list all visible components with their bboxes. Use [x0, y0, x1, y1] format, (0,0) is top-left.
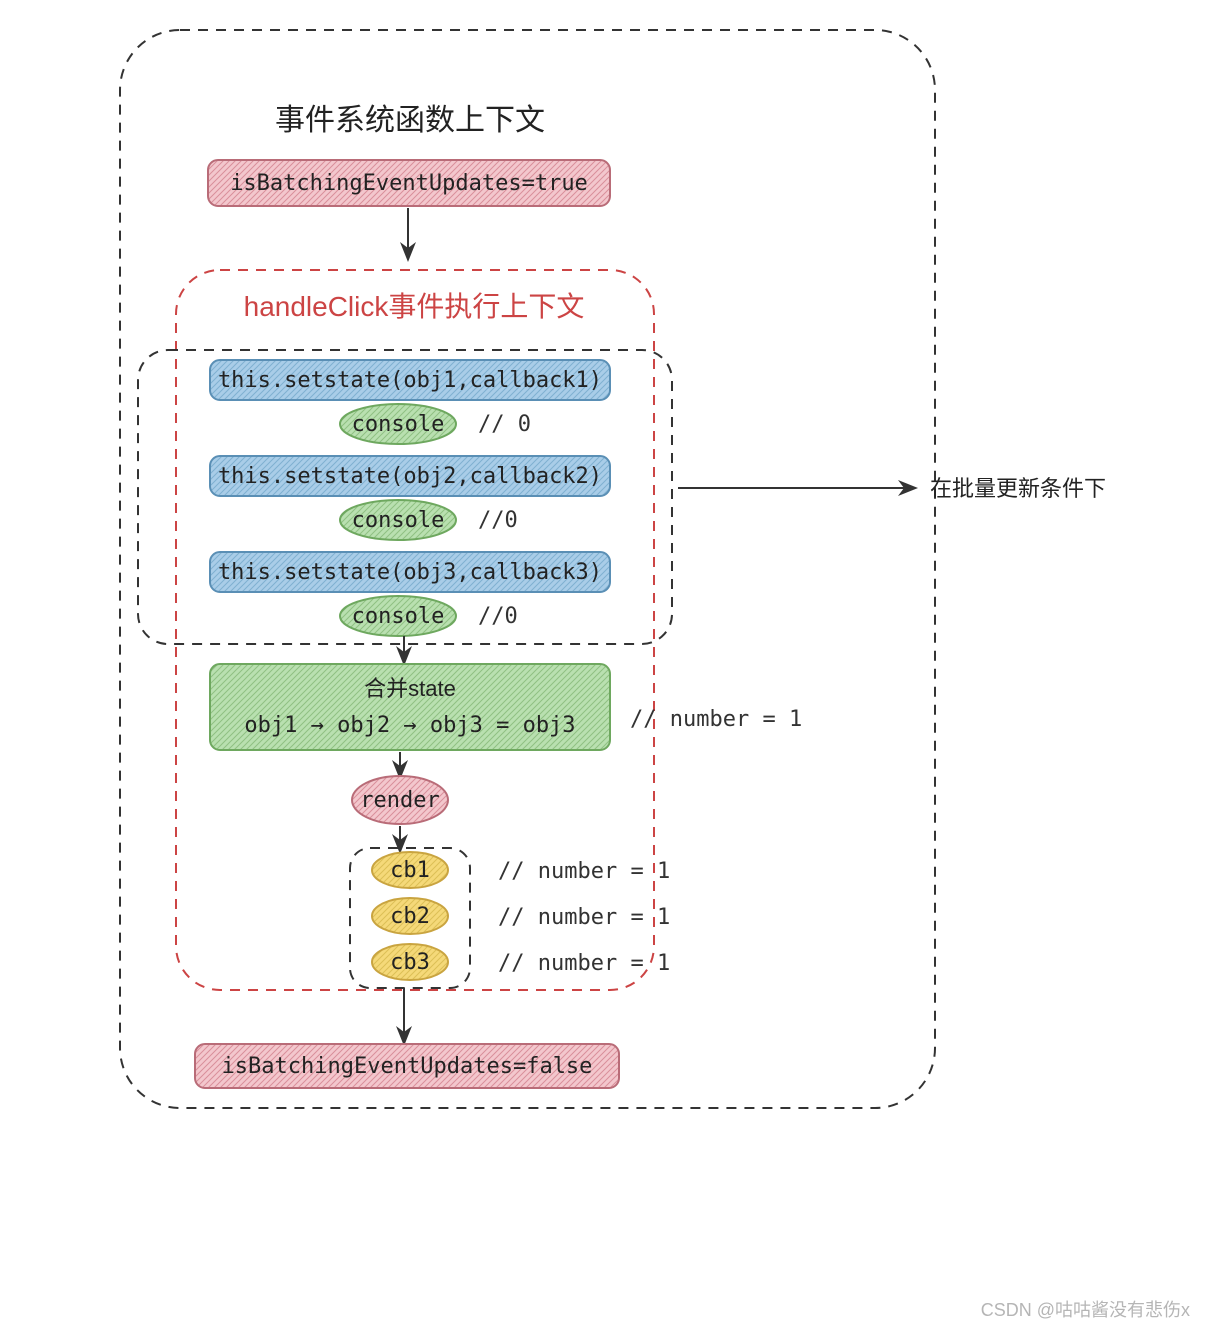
setstate3-label: this.setstate(obj3,callback3)	[218, 560, 602, 585]
comment-0c: //0	[478, 604, 518, 629]
console1-label: console	[352, 412, 445, 437]
comment-cb2: // number = 1	[498, 905, 670, 930]
comment-0a: // 0	[478, 412, 531, 437]
comment-merge: // number = 1	[630, 707, 802, 732]
isbatching-true-label: isBatchingEventUpdates=true	[230, 171, 588, 196]
cb3-label: cb3	[390, 950, 430, 975]
comment-cb1: // number = 1	[498, 859, 670, 884]
diagram-canvas: 事件系统函数上下文 isBatchingEventUpdates=true ha…	[0, 0, 1210, 1332]
inner-title: handleClick事件执行上下文	[244, 291, 585, 322]
cb2-label: cb2	[390, 904, 430, 929]
comment-cb3: // number = 1	[498, 951, 670, 976]
console3-label: console	[352, 604, 445, 629]
outer-title: 事件系统函数上下文	[275, 104, 545, 137]
console2-label: console	[352, 508, 445, 533]
comment-0b: //0	[478, 508, 518, 533]
setstate2-label: this.setstate(obj2,callback2)	[218, 464, 602, 489]
merge-label2: obj1 → obj2 → obj3 = obj3	[244, 713, 575, 738]
cb1-label: cb1	[390, 858, 430, 883]
isbatching-false-label: isBatchingEventUpdates=false	[222, 1054, 593, 1079]
render-label: render	[360, 788, 439, 813]
merge-label1: 合并state	[364, 676, 456, 701]
side-label: 在批量更新条件下	[930, 476, 1106, 501]
setstate1-label: this.setstate(obj1,callback1)	[218, 368, 602, 393]
watermark: CSDN @咕咕酱没有悲伤x	[981, 1300, 1190, 1320]
